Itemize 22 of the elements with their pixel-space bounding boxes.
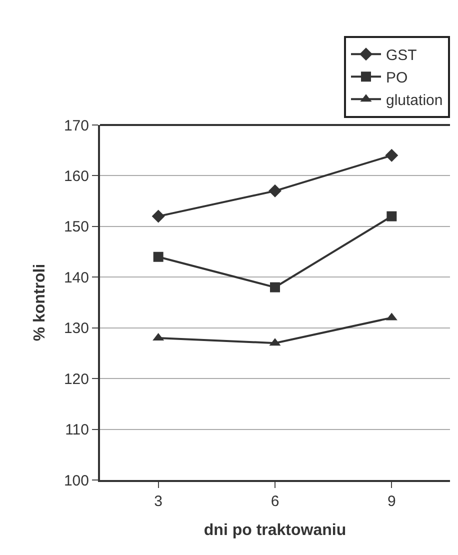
point	[385, 148, 398, 162]
point	[153, 252, 164, 262]
y-tick-label: 130	[64, 320, 89, 338]
x-tick-label: 9	[388, 493, 396, 510]
legend-label: PO	[386, 70, 408, 86]
y-axis-title: % kontroli	[31, 264, 48, 342]
x-axis-title: dni po traktowaniu	[204, 522, 346, 540]
legend-label: GST	[386, 47, 417, 64]
point	[152, 210, 165, 223]
x-tick-label: 3	[154, 493, 162, 510]
y-tick-label: 100	[64, 472, 89, 490]
legend-label: glutation	[386, 92, 443, 109]
x-tick-label: 6	[270, 493, 280, 510]
y-tick-label: 110	[65, 422, 89, 439]
y-tick-label: 140	[64, 269, 89, 286]
y-tick-label: 150	[64, 218, 89, 236]
y-tick-label: 170	[64, 117, 89, 134]
y-tick-label: 120	[64, 370, 89, 388]
point	[268, 184, 282, 198]
point	[386, 211, 397, 222]
point	[270, 282, 280, 292]
y-tick-label: 160	[64, 168, 89, 185]
